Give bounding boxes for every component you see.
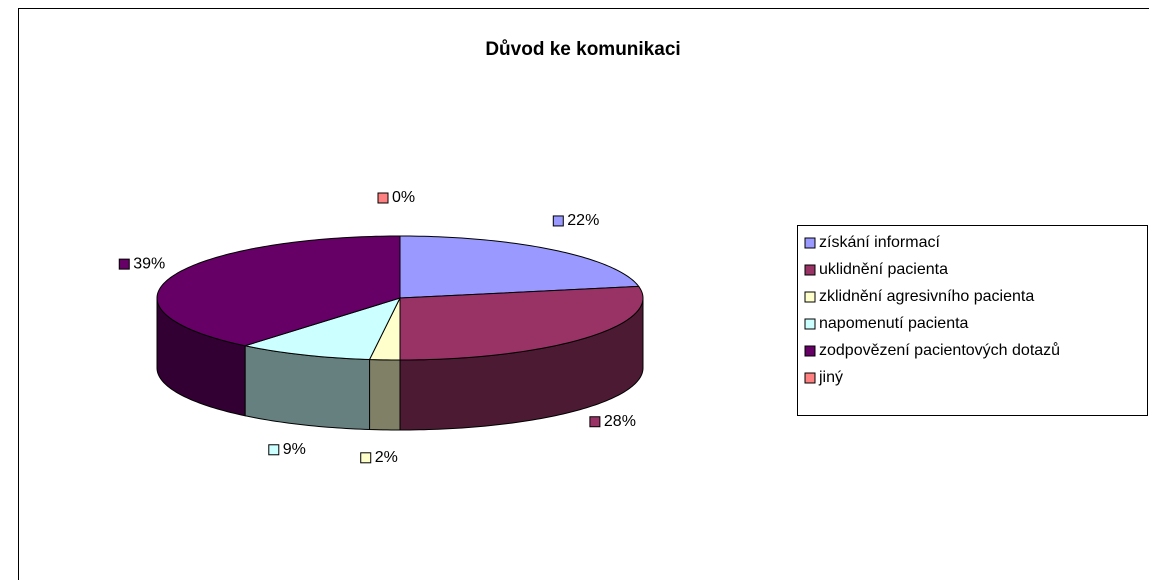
legend-swatch <box>804 345 816 357</box>
pie-slice <box>244 297 401 361</box>
legend-swatch <box>804 237 816 249</box>
legend-label: jiný <box>818 369 843 386</box>
data-label: 22% <box>567 212 599 229</box>
legend-swatch <box>804 372 816 384</box>
legend-label: uklidnění pacienta <box>819 261 948 278</box>
label-key <box>377 192 389 204</box>
legend-box <box>797 225 1148 416</box>
data-label: 9% <box>283 441 306 458</box>
legend-swatch <box>804 291 816 303</box>
label-key <box>589 416 601 428</box>
legend-swatch <box>804 264 816 276</box>
chart-title: Důvod ke komunikaci <box>485 39 680 60</box>
label-key <box>360 452 372 464</box>
label-key <box>118 258 130 270</box>
pie-slice <box>399 285 644 361</box>
pie-slice <box>156 235 401 347</box>
pie-side <box>369 358 401 431</box>
data-label: 28% <box>604 413 636 430</box>
legend-label: zklidnění agresivního pacienta <box>819 288 1034 305</box>
pie-slice <box>399 235 640 299</box>
data-label: 39% <box>133 255 165 272</box>
label-key <box>268 444 280 456</box>
legend-label: získání informací <box>819 234 940 251</box>
label-key <box>552 215 564 227</box>
legend-label: napomenutí pacienta <box>819 315 969 332</box>
data-label: 0% <box>392 189 415 206</box>
legend-label: zodpovězení pacientových dotazů <box>819 341 1060 359</box>
legend-swatch <box>804 318 816 330</box>
data-label: 2% <box>375 449 398 466</box>
